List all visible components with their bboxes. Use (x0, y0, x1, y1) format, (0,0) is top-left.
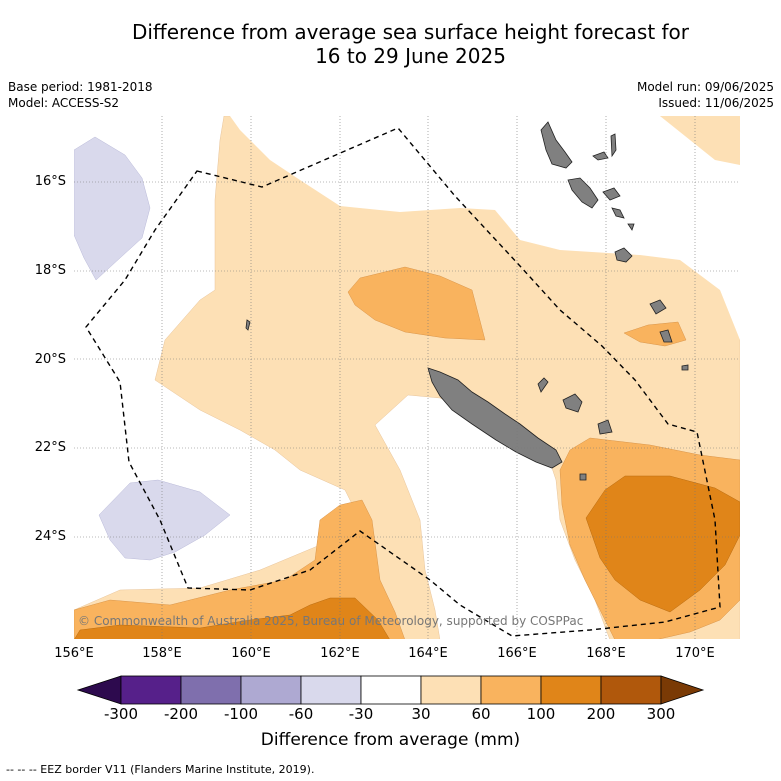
loyalty-island-2 (597, 419, 613, 435)
lat-label-18s: 18°S (34, 263, 66, 278)
lon-label-158e: 158°E (142, 646, 182, 661)
colorbar-tick-100: 100 (526, 705, 556, 723)
loyalty-island-3 (537, 377, 549, 393)
colorbar-bin-6 (420, 675, 482, 705)
colorbar-tick-minus-300: -300 (103, 705, 139, 723)
meta-left: Base period: 1981-2018 Model: ACCESS-S2 (8, 79, 153, 111)
colorbar-tick-200: 200 (586, 705, 616, 723)
colorbar-tick-60: 60 (471, 705, 491, 723)
lat-label-24s: 24°S (34, 529, 66, 544)
vanuatu-island-7 (614, 247, 633, 263)
lon-label-170e: 170°E (675, 646, 715, 661)
colorbar-tick-minus-200: -200 (163, 705, 199, 723)
lat-label-20s: 20°S (34, 352, 66, 367)
model-run: Model run: 09/06/2025 (636, 80, 774, 94)
eez-footnote: -- -- -- EEZ border V11 (Flanders Marine… (6, 763, 315, 776)
vanuatu-island-4 (610, 133, 617, 158)
eez-border (85, 127, 721, 637)
colorbar-bin-5 (360, 675, 422, 705)
title-line-2: 16 to 29 June 2025 (315, 44, 506, 68)
map-title: Difference from average sea surface heig… (0, 20, 781, 68)
map-area (74, 116, 740, 639)
matthew-island-1 (649, 299, 667, 315)
meta-right: Model run: 09/06/2025 Issued: 11/06/2025 (637, 79, 774, 111)
lon-label-156e: 156°E (54, 646, 94, 661)
new-caledonia-land (427, 367, 563, 469)
anomaly-30-60-northeast (660, 116, 740, 165)
anomaly-100-200-southeast (585, 475, 740, 613)
vanuatu-island-5 (602, 187, 621, 201)
lon-label-168e: 168°E (586, 646, 626, 661)
anomaly-100-200-southwest (74, 597, 390, 639)
colorbar-tick-30: 30 (411, 705, 431, 723)
colorbar-bin-8 (540, 675, 602, 705)
lon-label-160e: 160°E (231, 646, 271, 661)
copyright-notice: © Commonwealth of Australia 2025, Bureau… (78, 614, 584, 628)
loyalty-island-1 (562, 393, 583, 413)
vanuatu-island-6 (611, 207, 625, 219)
land-masses (245, 121, 689, 481)
base-period: Base period: 1981-2018 (8, 80, 153, 94)
colorbar-extend-low (76, 675, 122, 705)
lon-label-162e: 162°E (320, 646, 360, 661)
colorbar-bin-2 (180, 675, 242, 705)
lon-label-166e: 166°E (497, 646, 537, 661)
colorbar-tick-300: 300 (646, 705, 676, 723)
lat-label-16s: 16°S (34, 174, 66, 189)
colorbar-bin-3 (240, 675, 302, 705)
colorbar-title: Difference from average (mm) (260, 730, 521, 750)
title-line-1: Difference from average sea surface heig… (131, 20, 690, 44)
vanuatu-island-2 (567, 177, 599, 209)
vanuatu-island-1 (540, 121, 573, 169)
lat-label-22s: 22°S (34, 440, 66, 455)
anomaly-neg-30-60-southwest (98, 479, 231, 561)
colorbar (76, 675, 705, 705)
anomaly-neg-30-60-northwest (74, 136, 151, 281)
colorbar-bin-1 (120, 675, 182, 705)
small-island-south (579, 473, 587, 481)
colorbar-tick-minus-100: -100 (223, 705, 259, 723)
issued-date: Issued: 11/06/2025 (658, 96, 774, 110)
vanuatu-island-8 (627, 223, 635, 231)
colorbar-bin-7 (480, 675, 542, 705)
colorbar-tick-minus-60: -60 (288, 705, 314, 723)
vanuatu-island-3 (592, 151, 609, 161)
graticule (74, 116, 740, 639)
colorbar-bin-4 (300, 675, 362, 705)
matthew-island-2 (659, 329, 673, 343)
anomaly-ocean-top-right (230, 116, 740, 340)
lon-label-164e: 164°E (408, 646, 448, 661)
colorbar-tick-minus-30: -30 (348, 705, 374, 723)
model-name: Model: ACCESS-S2 (8, 96, 120, 110)
colorbar-bin-9 (600, 675, 662, 705)
small-island-east (681, 364, 689, 371)
chesterfield-islet (245, 319, 251, 331)
colorbar-extend-high (660, 675, 705, 705)
anomaly-60-100-center (347, 266, 486, 341)
